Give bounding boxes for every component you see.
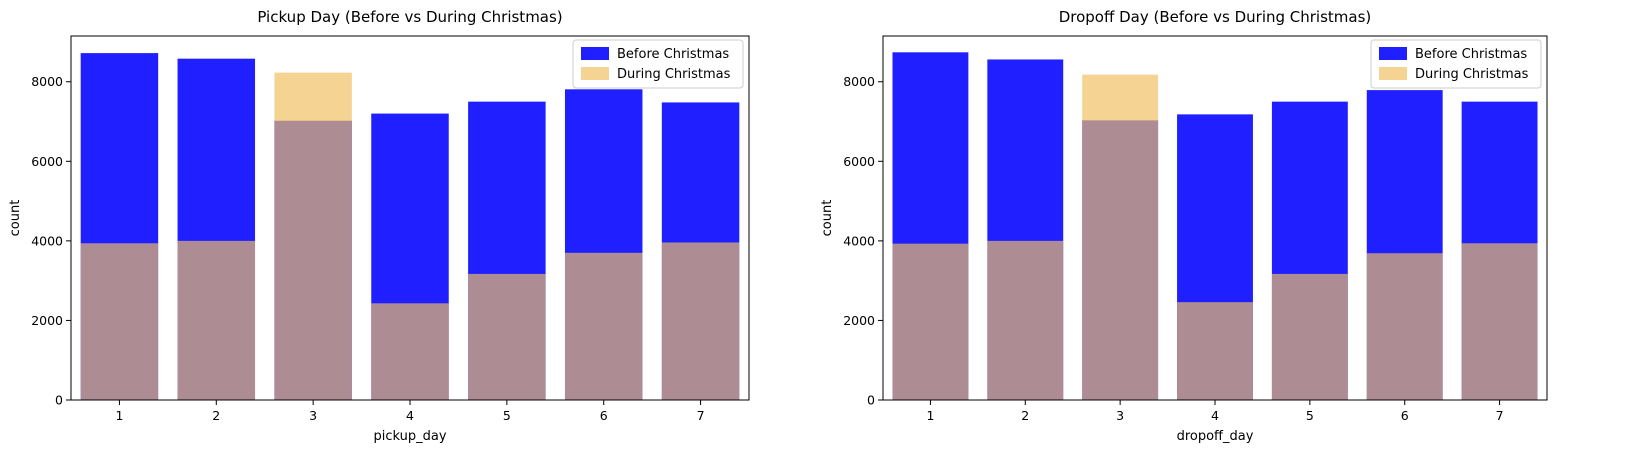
- bar-during-christmas-4: [371, 303, 449, 400]
- dropoff-day-chart: Dropoff Day (Before vs During Christmas)…: [820, 8, 1548, 444]
- x-tick-label: 4: [1211, 408, 1219, 423]
- x-tick-label: 6: [600, 408, 608, 423]
- x-tick-label: 3: [1116, 408, 1124, 423]
- bar-during-christmas-6: [1366, 253, 1443, 400]
- y-tick-label: 0: [867, 393, 875, 408]
- bar-during-christmas-7: [1461, 243, 1538, 400]
- bar-during-christmas-5: [468, 273, 546, 400]
- y-tick-label: 6000: [31, 154, 63, 169]
- x-tick-label: 2: [212, 408, 220, 423]
- y-tick-label: 2000: [843, 313, 875, 328]
- y-axis-label: count: [820, 200, 835, 237]
- bar-during-christmas-7: [661, 242, 740, 400]
- bar-during-christmas-3: [274, 72, 352, 400]
- legend-box: [1370, 39, 1542, 89]
- pickup-day-chart: Pickup Day (Before vs During Christmas) 1…: [8, 8, 750, 444]
- bar-during-christmas-2: [987, 240, 1064, 400]
- y-tick-label: 8000: [843, 74, 875, 89]
- legend-entry: During Christmas: [1415, 67, 1529, 82]
- legend: Before Christmas During Christmas: [1370, 39, 1542, 89]
- legend-entry: Before Christmas: [1415, 47, 1527, 62]
- legend: Before Christmas During Christmas: [572, 39, 744, 89]
- x-tick-label: 3: [309, 408, 317, 423]
- x-axis-label: dropoff_day: [1177, 429, 1254, 444]
- legend-swatch: [581, 47, 609, 60]
- y-tick-label: 0: [55, 393, 63, 408]
- bar-during-christmas-3: [1082, 74, 1159, 400]
- x-tick-label: 7: [1496, 408, 1504, 423]
- legend-swatch: [581, 67, 609, 80]
- legend-box: [572, 39, 744, 89]
- legend-entry: During Christmas: [617, 67, 731, 82]
- y-tick-label: 8000: [31, 74, 63, 89]
- bar-during-christmas-5: [1271, 273, 1348, 400]
- x-tick-label: 1: [115, 408, 123, 423]
- legend-swatch: [1379, 67, 1407, 80]
- legend-entry: Before Christmas: [617, 47, 729, 62]
- x-tick-label: 5: [1306, 408, 1314, 423]
- y-axis-label: count: [8, 200, 23, 237]
- y-tick-label: 4000: [843, 233, 875, 248]
- y-tick-label: 2000: [31, 313, 63, 328]
- x-tick-label: 6: [1401, 408, 1409, 423]
- y-tick-label: 6000: [843, 154, 875, 169]
- x-axis-label: pickup_day: [373, 429, 446, 444]
- y-tick-label: 4000: [31, 233, 63, 248]
- bar-during-christmas-1: [892, 243, 969, 400]
- chart-title: Dropoff Day (Before vs During Christmas): [1059, 8, 1372, 26]
- x-tick-label: 2: [1021, 408, 1029, 423]
- x-tick-label: 7: [697, 408, 705, 423]
- chart-title: Pickup Day (Before vs During Christmas): [257, 8, 562, 26]
- x-tick-label: 5: [503, 408, 511, 423]
- bar-during-christmas-6: [564, 252, 643, 400]
- bar-during-christmas-4: [1177, 302, 1253, 400]
- x-tick-label: 4: [406, 408, 414, 423]
- bar-during-christmas-2: [177, 240, 256, 400]
- bar-during-christmas-1: [80, 243, 159, 400]
- legend-swatch: [1379, 47, 1407, 60]
- x-tick-label: 1: [926, 408, 934, 423]
